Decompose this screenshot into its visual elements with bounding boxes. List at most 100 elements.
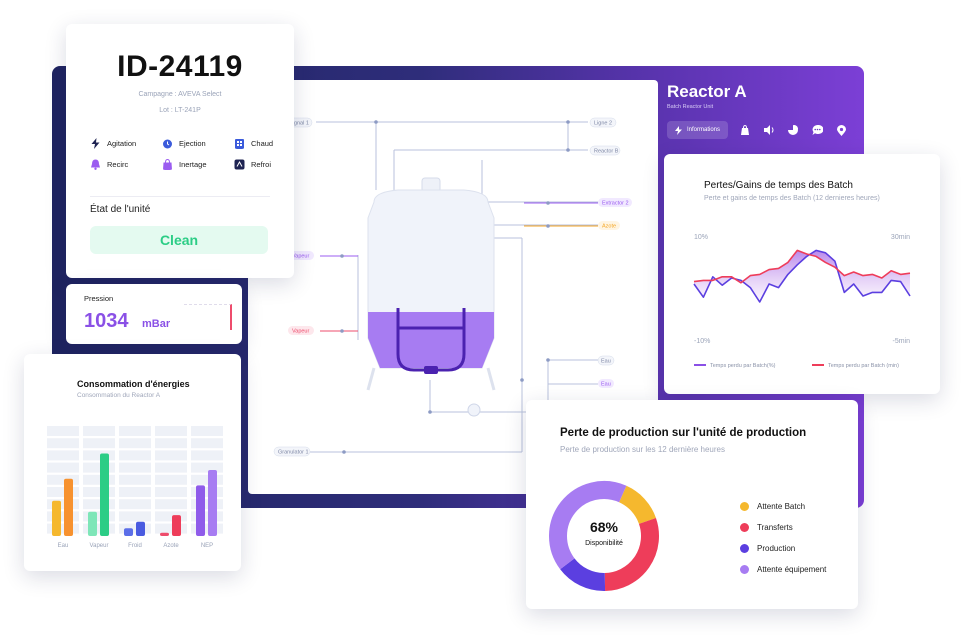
action-label: Recirc bbox=[107, 160, 129, 169]
energy-category-label: NEP bbox=[201, 543, 213, 549]
production-loss-card: Perte de production sur l'unité de produ… bbox=[526, 400, 858, 609]
speaker-icon[interactable] bbox=[762, 123, 776, 137]
grid-cell bbox=[83, 511, 115, 522]
grid-cell bbox=[47, 438, 79, 449]
legend-dot bbox=[740, 544, 749, 553]
legend-label: Attente équipement bbox=[757, 565, 827, 574]
axis-right-bottom: -5min bbox=[892, 338, 910, 345]
energy-bar bbox=[88, 511, 97, 536]
grid-cell bbox=[191, 523, 223, 534]
energy-category-label: Froid bbox=[128, 543, 142, 549]
batch-area-fill bbox=[694, 250, 910, 302]
grid-cell bbox=[119, 474, 151, 485]
grid-cell bbox=[83, 499, 115, 510]
unit-actions: Agitation Ejection Chaud Recirc Inertage… bbox=[90, 138, 280, 170]
action-recirc[interactable]: Recirc bbox=[90, 159, 162, 170]
pipe-lines bbox=[292, 121, 598, 453]
production-loss-subtitle: Perte de production sur les 12 dernière … bbox=[560, 445, 725, 454]
label-eau-1: Eau bbox=[601, 359, 611, 365]
grid-cell bbox=[47, 450, 79, 461]
label-signal: Signal 1 bbox=[289, 121, 309, 127]
shield-icon bbox=[234, 159, 245, 170]
production-loss-legend: Attente Batch Transferts Production Atte… bbox=[740, 496, 826, 580]
donut-center-value: 68% bbox=[590, 519, 619, 535]
chat-icon[interactable] bbox=[810, 123, 824, 137]
action-refroi[interactable]: Refroi bbox=[234, 159, 284, 170]
batch-losses-title: Pertes/Gains de temps des Batch bbox=[704, 180, 853, 191]
legend-dot bbox=[740, 565, 749, 574]
grid-cell bbox=[155, 487, 187, 497]
label-granulator: Granulator 1 bbox=[278, 450, 309, 456]
grid-cell bbox=[83, 523, 115, 534]
energy-bar bbox=[208, 470, 217, 536]
diagram-labels: Signal 1 Ligne 2 Reactor B Extractor 2 A… bbox=[273, 117, 632, 457]
grid-cell bbox=[155, 438, 187, 449]
grid-cell bbox=[191, 487, 223, 497]
grid-cell bbox=[83, 438, 115, 449]
energy-bar bbox=[124, 528, 133, 536]
grid-cell bbox=[119, 450, 151, 461]
grid-cell bbox=[47, 523, 79, 534]
energy-card: Consommation d'énergies Consommation du … bbox=[24, 354, 241, 571]
legend-label: Production bbox=[757, 544, 796, 553]
label-reactor-b: Reactor B bbox=[594, 149, 619, 155]
energy-category-label: Eau bbox=[58, 543, 69, 549]
action-agitation[interactable]: Agitation bbox=[90, 138, 162, 149]
legend-percent: Temps perdu par Batch(%) bbox=[710, 363, 776, 369]
lightning-icon bbox=[91, 138, 100, 149]
series-line-percent bbox=[693, 249, 911, 303]
informations-button[interactable]: Informations bbox=[667, 121, 729, 139]
lightning-icon bbox=[675, 125, 682, 135]
action-label: Refroi bbox=[251, 160, 272, 169]
grid-cell bbox=[83, 474, 115, 485]
grid-cell bbox=[155, 499, 187, 510]
grid-cell bbox=[47, 462, 79, 473]
grid-cell bbox=[47, 499, 79, 510]
grid-cell bbox=[155, 511, 187, 522]
action-inertage[interactable]: Inertage bbox=[162, 159, 234, 170]
grid-cell bbox=[47, 511, 79, 522]
label-extractor: Extractor 2 bbox=[602, 201, 629, 207]
batch-losses-card: Pertes/Gains de temps des Batch Perte et… bbox=[664, 154, 940, 394]
legend-item: Attente Batch bbox=[740, 496, 826, 517]
bell-icon bbox=[91, 159, 100, 170]
energy-bar bbox=[64, 478, 73, 536]
pressure-value: 1034 bbox=[84, 310, 129, 332]
grid-cell bbox=[47, 487, 79, 497]
grid-cell bbox=[83, 487, 115, 497]
diagram-canvas: Signal 1 Ligne 2 Reactor B Extractor 2 A… bbox=[273, 117, 632, 457]
bag-icon[interactable] bbox=[738, 123, 752, 137]
production-loss-title: Perte de production sur l'unité de produ… bbox=[560, 427, 807, 439]
donut-center-label: Disponibilité bbox=[585, 540, 623, 547]
batch-line-chart: 10% 30min -10% -5min Temps perdu par Bat… bbox=[693, 234, 911, 369]
state-label: État de l'unité bbox=[90, 204, 151, 215]
grid-cell bbox=[119, 523, 151, 534]
pressure-gauge bbox=[184, 304, 232, 330]
action-chaud[interactable]: Chaud bbox=[234, 138, 284, 149]
donut-slice bbox=[560, 557, 606, 591]
reactor-toolbar: Informations bbox=[667, 121, 848, 139]
grid-cell bbox=[155, 426, 187, 436]
legend-dot bbox=[740, 502, 749, 511]
action-ejection[interactable]: Ejection bbox=[162, 138, 234, 149]
energy-bar bbox=[160, 532, 169, 536]
energy-bar bbox=[196, 485, 205, 536]
divider bbox=[90, 196, 270, 197]
legend-dot bbox=[740, 523, 749, 532]
grid-cell bbox=[119, 511, 151, 522]
grid-cell bbox=[191, 474, 223, 485]
energy-bar-chart: Eau Vapeur Froid Azote NEP bbox=[47, 426, 223, 549]
grid-cell bbox=[83, 450, 115, 461]
energy-bar bbox=[52, 500, 61, 536]
pie-icon[interactable] bbox=[786, 123, 800, 137]
energy-category-label: Vapeur bbox=[90, 543, 109, 549]
location-icon[interactable] bbox=[834, 123, 848, 137]
state-badge: Clean bbox=[90, 226, 268, 254]
grid-cell bbox=[191, 462, 223, 473]
pressure-unit: mBar bbox=[142, 318, 171, 330]
energy-bar bbox=[100, 453, 109, 536]
grid-cell bbox=[119, 462, 151, 473]
legend-min: Temps perdu par Batch (min) bbox=[828, 363, 899, 369]
grid-cell bbox=[47, 474, 79, 485]
